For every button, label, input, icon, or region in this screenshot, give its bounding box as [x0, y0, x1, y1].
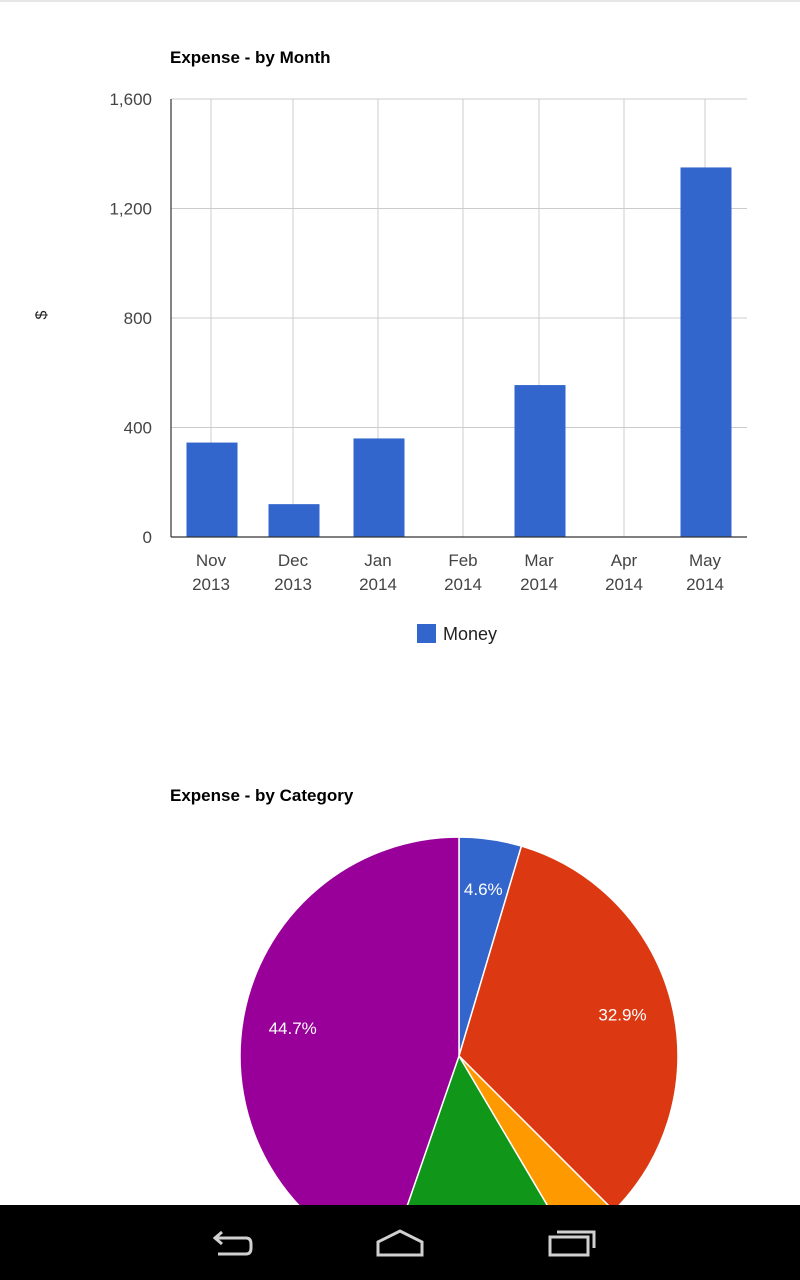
status-divider [0, 0, 800, 2]
bar [680, 167, 732, 537]
x-tick-label: Mar 2014 [520, 551, 558, 594]
y-tick-label: 400 [124, 419, 152, 438]
back-button[interactable] [170, 1205, 290, 1280]
legend-swatch [417, 624, 436, 643]
navigation-bar [0, 1205, 800, 1280]
bar [268, 504, 320, 537]
back-icon [212, 1230, 253, 1255]
recent-apps-icon [548, 1230, 596, 1256]
pie-slice-label: 4.6% [464, 880, 503, 899]
x-tick-label: Nov 2013 [192, 551, 230, 594]
y-tick-label: 0 [143, 528, 152, 547]
x-tick-label: Dec 2013 [274, 551, 312, 594]
x-tick-label: Apr 2014 [605, 551, 643, 594]
bar [514, 385, 566, 537]
bar-chart-title: Expense - by Month [170, 48, 331, 67]
legend-label: Money [443, 624, 497, 644]
pie-slice-label: 44.7% [269, 1019, 317, 1038]
bar-chart: 0 400 800 1,200 1,600 Nov 2013 Dec 2013 Jan 2014 Fe… [109, 90, 747, 644]
bar [186, 442, 238, 537]
y-tick-label: 800 [124, 309, 152, 328]
x-tick-label: Jan 2014 [359, 551, 397, 594]
home-button[interactable] [340, 1205, 460, 1280]
x-tick-label: May 2014 [686, 551, 724, 594]
y-tick-label: 1,200 [109, 200, 152, 219]
bar [353, 438, 405, 537]
pie-slice-label: 32.9% [598, 1006, 646, 1025]
home-icon [376, 1228, 424, 1256]
x-tick-label: Feb 2014 [444, 551, 482, 594]
pie-slice [458, 845, 679, 1212]
y-tick-label: 1,600 [109, 90, 152, 109]
recent-apps-button[interactable] [512, 1205, 632, 1280]
pie-chart-title: Expense - by Category [170, 786, 354, 805]
